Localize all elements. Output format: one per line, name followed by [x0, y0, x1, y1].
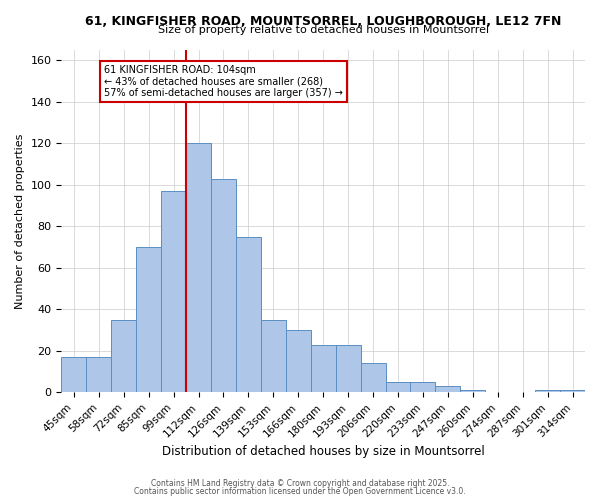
Bar: [211, 178, 236, 392]
Text: 61 KINGFISHER ROAD: 104sqm
← 43% of detached houses are smaller (268)
57% of sem: 61 KINGFISHER ROAD: 104sqm ← 43% of deta…: [104, 64, 343, 98]
Bar: [410, 382, 436, 392]
Bar: [311, 344, 335, 393]
Text: Size of property relative to detached houses in Mountsorrel: Size of property relative to detached ho…: [158, 24, 489, 34]
Bar: [361, 364, 386, 392]
Bar: [186, 144, 211, 392]
Text: Contains HM Land Registry data © Crown copyright and database right 2025.: Contains HM Land Registry data © Crown c…: [151, 478, 449, 488]
X-axis label: Distribution of detached houses by size in Mountsorrel: Distribution of detached houses by size …: [162, 444, 485, 458]
Bar: [86, 357, 111, 392]
Bar: [161, 191, 186, 392]
Bar: [111, 320, 136, 392]
Y-axis label: Number of detached properties: Number of detached properties: [15, 134, 25, 309]
Bar: [61, 357, 86, 392]
Bar: [560, 390, 585, 392]
Bar: [436, 386, 460, 392]
Title: 61, KINGFISHER ROAD, MOUNTSORREL, LOUGHBOROUGH, LE12 7FN: 61, KINGFISHER ROAD, MOUNTSORREL, LOUGHB…: [85, 15, 562, 28]
Bar: [335, 344, 361, 393]
Bar: [386, 382, 410, 392]
Bar: [460, 390, 485, 392]
Bar: [236, 236, 261, 392]
Bar: [261, 320, 286, 392]
Bar: [535, 390, 560, 392]
Bar: [286, 330, 311, 392]
Bar: [136, 247, 161, 392]
Text: Contains public sector information licensed under the Open Government Licence v3: Contains public sector information licen…: [134, 487, 466, 496]
